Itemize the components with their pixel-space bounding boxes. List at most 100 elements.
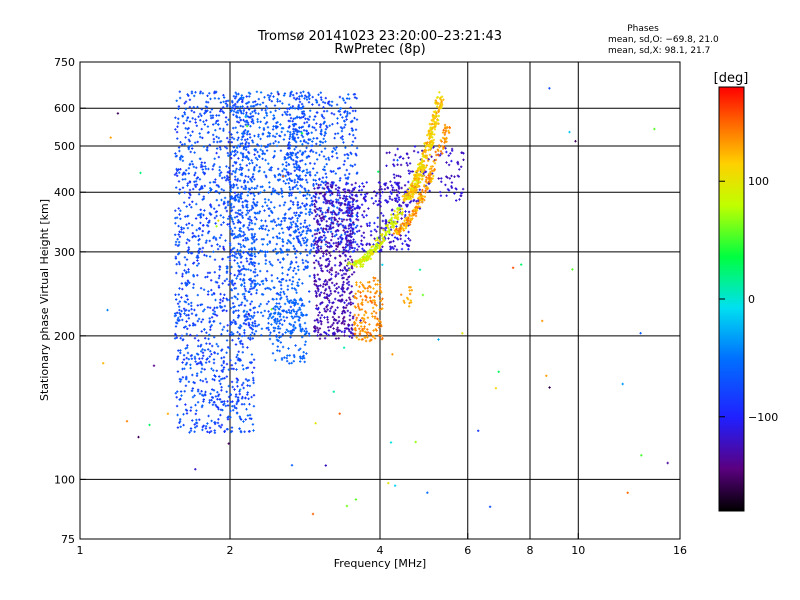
data-point-1340 bbox=[244, 318, 247, 322]
data-point-547 bbox=[236, 331, 239, 334]
data-point-1180 bbox=[246, 414, 250, 417]
data-point-1125 bbox=[225, 105, 229, 108]
data-point-749 bbox=[202, 145, 206, 148]
data-point-1176 bbox=[174, 325, 178, 328]
data-point-770 bbox=[196, 401, 200, 404]
data-point-1150 bbox=[183, 390, 186, 393]
data-point-1191 bbox=[241, 204, 244, 207]
data-point-1508 bbox=[231, 150, 234, 153]
data-point-1253 bbox=[221, 299, 224, 303]
data-point-571 bbox=[243, 273, 246, 277]
data-point-855 bbox=[198, 357, 201, 360]
data-point-1064 bbox=[230, 157, 233, 160]
data-point-1193 bbox=[252, 100, 255, 104]
data-point-183 bbox=[242, 386, 245, 390]
data-point-1245 bbox=[191, 163, 194, 166]
data-point-588 bbox=[192, 322, 195, 325]
data-point-979 bbox=[247, 157, 250, 160]
data-point-584 bbox=[194, 141, 197, 144]
data-point-1205 bbox=[240, 301, 244, 304]
data-point-1359 bbox=[247, 142, 250, 145]
data-point-1103 bbox=[176, 238, 179, 241]
data-point-262 bbox=[196, 105, 199, 109]
data-point-1081 bbox=[239, 166, 242, 169]
data-point-1386 bbox=[308, 170, 312, 174]
data-point-141 bbox=[191, 232, 194, 235]
data-point-497 bbox=[240, 383, 244, 387]
data-point-583 bbox=[222, 189, 225, 192]
data-point-1084 bbox=[184, 127, 187, 130]
data-point-895 bbox=[222, 356, 226, 359]
data-point-1647 bbox=[239, 209, 242, 212]
data-point-1483 bbox=[264, 158, 267, 162]
data-point-417 bbox=[196, 140, 199, 144]
data-point-1528 bbox=[284, 212, 287, 215]
data-point-552 bbox=[187, 268, 190, 271]
data-point-1389 bbox=[281, 333, 284, 336]
data-point-727 bbox=[212, 164, 215, 168]
data-point-861 bbox=[220, 423, 224, 427]
data-point-822 bbox=[175, 167, 178, 171]
data-point-1591 bbox=[237, 92, 240, 96]
data-point-1097 bbox=[200, 362, 203, 365]
data-point-15 bbox=[200, 343, 203, 347]
data-point-899 bbox=[186, 279, 190, 282]
data-point-113 bbox=[225, 339, 229, 342]
data-point-760 bbox=[177, 117, 180, 120]
data-point-190 bbox=[252, 376, 255, 380]
data-point-943 bbox=[236, 150, 239, 154]
data-point-1476 bbox=[274, 135, 277, 138]
data-point-720 bbox=[195, 124, 198, 127]
data-point-269 bbox=[203, 161, 206, 164]
data-point-1217 bbox=[218, 236, 222, 239]
data-point-853 bbox=[199, 360, 202, 364]
data-point-1139 bbox=[207, 191, 210, 194]
data-point-1265 bbox=[231, 220, 234, 223]
data-point-1190 bbox=[216, 184, 220, 187]
data-point-638 bbox=[215, 114, 218, 117]
data-point-864 bbox=[236, 120, 239, 123]
data-point-800 bbox=[211, 168, 214, 171]
data-point-1114 bbox=[181, 159, 185, 162]
data-point-1441 bbox=[264, 219, 267, 223]
data-point-1677 bbox=[279, 318, 283, 321]
data-point-1714 bbox=[269, 94, 272, 98]
data-point-1123 bbox=[214, 395, 218, 398]
data-point-556 bbox=[213, 374, 216, 377]
data-point-603 bbox=[193, 394, 196, 397]
data-point-1430 bbox=[263, 96, 266, 99]
data-point-657 bbox=[212, 137, 216, 141]
data-point-1519 bbox=[278, 236, 281, 240]
data-point-1229 bbox=[211, 114, 215, 117]
data-point-425 bbox=[185, 294, 188, 297]
data-point-620 bbox=[218, 424, 221, 428]
data-point-182 bbox=[177, 260, 181, 264]
data-point-1250 bbox=[203, 209, 206, 212]
data-point-259 bbox=[181, 186, 185, 189]
data-point-1158 bbox=[227, 154, 230, 157]
data-point-1017 bbox=[182, 171, 186, 174]
data-point-316 bbox=[204, 167, 208, 171]
data-point-1161 bbox=[192, 106, 195, 109]
data-point-647 bbox=[226, 217, 230, 220]
data-point-857 bbox=[184, 215, 187, 218]
data-point-178 bbox=[190, 144, 194, 147]
data-point-829 bbox=[205, 100, 208, 104]
data-point-505 bbox=[220, 389, 223, 392]
data-point-1464 bbox=[257, 323, 261, 326]
data-point-751 bbox=[200, 363, 204, 367]
data-point-1227 bbox=[177, 224, 180, 228]
data-point-1378 bbox=[249, 257, 252, 261]
data-point-490 bbox=[200, 114, 203, 117]
data-point-1275 bbox=[187, 302, 190, 306]
data-point-765 bbox=[222, 221, 225, 224]
data-point-1178 bbox=[183, 142, 186, 146]
data-point-596 bbox=[219, 292, 222, 296]
data-point-1281 bbox=[245, 213, 248, 216]
data-point-1268 bbox=[206, 430, 209, 433]
data-point-1055 bbox=[224, 206, 228, 209]
data-point-1301 bbox=[279, 281, 283, 284]
data-point-1225 bbox=[213, 351, 216, 354]
data-point-898 bbox=[191, 130, 194, 133]
data-point-1638 bbox=[243, 267, 246, 270]
